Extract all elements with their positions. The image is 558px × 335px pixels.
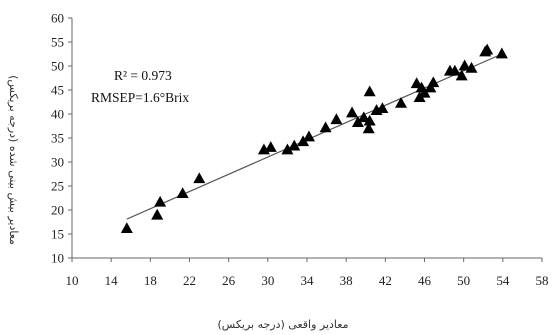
- r-squared-annotation: R² = 0.973: [114, 68, 172, 83]
- x-axis-ticks: 10 14 18 22 26 30 34 38 42 46 50 54 58: [66, 258, 549, 288]
- trendline: [126, 53, 503, 220]
- y-axis-label: معادیر بیش بینی شده (درجه بریکس): [7, 75, 20, 245]
- x-axis-label: معادیر واقعی (درجه بریکس): [218, 318, 349, 331]
- x-tick-label: 42: [379, 273, 392, 288]
- data-point: [395, 96, 407, 108]
- x-tick-label: 14: [105, 273, 119, 288]
- data-point: [264, 141, 277, 152]
- y-tick-label: 35: [51, 131, 64, 146]
- x-tick-label: 34: [301, 273, 315, 288]
- x-tick-label: 18: [144, 273, 157, 288]
- rmsep-annotation: RMSEP=1.6°Brix: [91, 90, 189, 105]
- data-point: [346, 106, 359, 118]
- data-point: [357, 111, 370, 123]
- data-point: [465, 61, 478, 73]
- y-tick-label: 25: [51, 179, 64, 194]
- trendline-group: [126, 53, 503, 220]
- data-point: [481, 43, 494, 55]
- y-tick-label: 30: [51, 155, 64, 170]
- y-tick-label: 20: [51, 203, 64, 218]
- data-points: [120, 43, 508, 234]
- y-tick-label: 40: [51, 107, 64, 122]
- y-tick-label: 10: [51, 251, 64, 266]
- data-point: [455, 69, 468, 81]
- data-point: [427, 76, 440, 88]
- x-tick-label: 22: [183, 273, 196, 288]
- data-point: [319, 121, 332, 133]
- data-point: [151, 208, 164, 220]
- y-tick-label: 45: [51, 83, 64, 98]
- x-tick-label: 30: [261, 273, 274, 288]
- x-tick-label: 50: [457, 273, 470, 288]
- data-point: [281, 143, 294, 155]
- y-tick-label: 60: [51, 11, 64, 26]
- y-tick-label: 50: [51, 59, 64, 74]
- data-point: [176, 187, 189, 198]
- data-point: [330, 113, 343, 125]
- data-point: [458, 59, 471, 71]
- data-point: [302, 130, 315, 142]
- data-point: [362, 122, 375, 134]
- x-tick-label: 26: [222, 273, 236, 288]
- data-point: [288, 139, 301, 151]
- data-point: [351, 116, 364, 127]
- x-tick-label: 10: [66, 273, 79, 288]
- y-tick-label: 15: [51, 227, 64, 242]
- data-point: [363, 114, 376, 126]
- x-tick-label: 38: [340, 273, 353, 288]
- data-point: [297, 135, 310, 147]
- y-axis-ticks: 10 15 20 25 30 35 40 45 50 55 60: [51, 11, 72, 266]
- x-tick-label: 46: [418, 273, 432, 288]
- data-point: [120, 222, 133, 234]
- data-point: [495, 47, 508, 59]
- x-tick-label: 54: [496, 273, 510, 288]
- data-point: [154, 195, 167, 207]
- y-tick-label: 55: [51, 35, 64, 50]
- data-point: [448, 64, 461, 76]
- data-point: [363, 85, 376, 97]
- x-tick-label: 58: [536, 273, 549, 288]
- data-point: [376, 102, 389, 114]
- data-point: [193, 172, 206, 184]
